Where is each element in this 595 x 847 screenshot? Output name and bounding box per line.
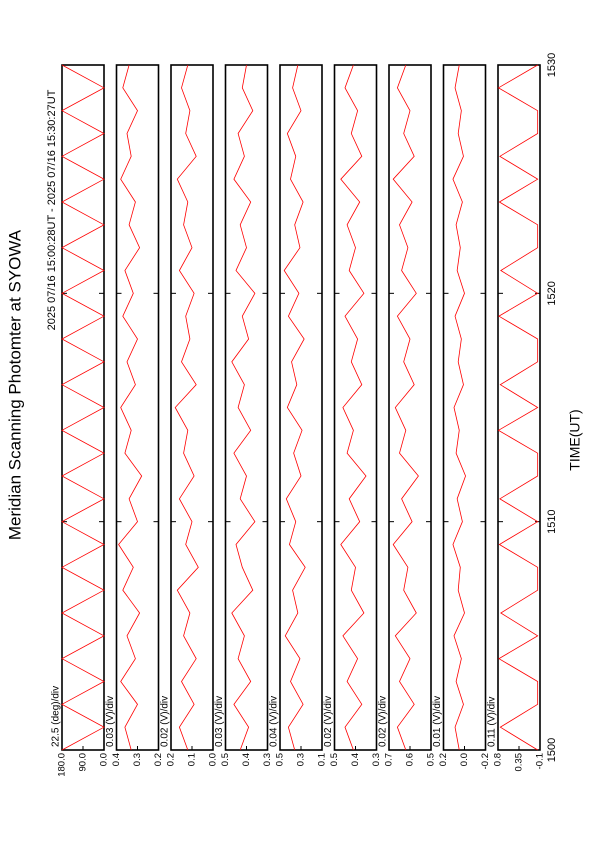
trace	[452, 64, 466, 751]
trace	[340, 64, 367, 751]
y-tick-label: 0.2	[438, 753, 449, 766]
y-tick-label: 0.5	[426, 753, 437, 766]
trace	[497, 64, 539, 751]
y-tick-label: 0.8	[493, 753, 504, 766]
y-tick-label: 0.5	[220, 753, 231, 766]
x-tick-label: 1520	[546, 281, 558, 305]
panel-scale-label: 0.02 (V)/div	[160, 696, 171, 747]
y-tick-label: 0.35	[514, 753, 525, 772]
y-tick-label: 0.3	[262, 753, 273, 766]
y-tick-label: 0.3	[371, 753, 382, 766]
y-tick-label: 0.0	[459, 753, 470, 766]
panel-frame	[333, 64, 378, 751]
panel-scale-label: 22.5 (deg)/div	[51, 686, 62, 747]
panel-scale-label: 0.02 (V)/div	[323, 696, 334, 747]
y-tick-label: 0.2	[153, 753, 164, 766]
panel-scale-label: 0.03 (V)/div	[105, 696, 116, 747]
y-tick-label: 0.2	[166, 753, 177, 766]
chart-subtitle: 2025 07/16 15:00:28UT - 2025 07/16 15:30…	[46, 89, 58, 330]
y-tick-label: 0.1	[317, 753, 328, 766]
trace	[283, 64, 306, 751]
y-tick-label: 0.3	[296, 753, 307, 766]
x-tick-label: 1510	[546, 509, 558, 533]
y-tick-label: 0.4	[241, 753, 252, 766]
x-tick-label: 1530	[546, 53, 558, 77]
chart-title: Meridian Scanning Photomter at SYOWA	[5, 229, 24, 540]
trace	[61, 64, 105, 751]
panel-scale-label: 0.02 (V)/div	[378, 696, 389, 747]
y-tick-label: 0.4	[350, 753, 361, 766]
y-tick-label: 0.0	[99, 753, 110, 766]
y-tick-label: 0.4	[111, 753, 122, 766]
panel-frame	[115, 64, 160, 751]
panel-scale-label: 0.04 (V)/div	[269, 696, 280, 747]
y-tick-label: 90.0	[78, 753, 89, 772]
trace	[392, 64, 419, 751]
y-tick-label: 0.5	[329, 753, 340, 766]
trace	[118, 64, 143, 751]
x-axis-label: TIME(UT)	[567, 409, 583, 470]
panel-frame	[170, 64, 214, 751]
y-tick-label: 0.5	[275, 753, 286, 766]
x-tick-label: 1500	[546, 738, 558, 762]
rotated-plot: Meridian Scanning Photomter at SYOWA 202…	[5, 53, 582, 777]
panel-frame	[279, 64, 323, 751]
panel-frame	[224, 64, 269, 751]
y-tick-label: 0.1	[187, 753, 198, 766]
y-tick-label: -0.1	[535, 753, 546, 769]
y-tick-label: -0.2	[480, 753, 491, 769]
panel-scale-label: 0.03 (V)/div	[214, 696, 225, 747]
trace	[231, 64, 256, 751]
panel-frame	[442, 64, 487, 751]
y-tick-label: 0.3	[132, 753, 143, 766]
y-tick-label: 0.6	[405, 753, 416, 766]
y-tick-label: 0.7	[384, 753, 395, 766]
y-tick-label: 0.0	[208, 753, 219, 766]
panel-scale-label: 0.11 (V)/div	[487, 697, 498, 747]
trace	[174, 64, 199, 751]
y-tick-label: 180.0	[57, 753, 68, 777]
panel-scale-label: 0.01 (V)/div	[432, 696, 443, 747]
